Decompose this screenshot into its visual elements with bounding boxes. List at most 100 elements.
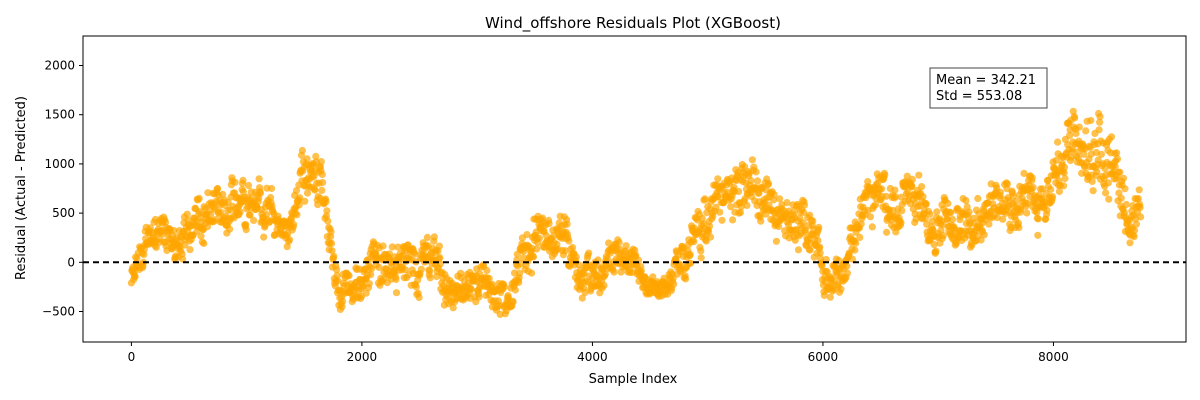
stats-annotation-box: Mean = 342.21 Std = 553.08: [929, 67, 1048, 109]
scatter-point: [1136, 204, 1144, 212]
scatter-point: [255, 175, 263, 183]
scatter-point: [852, 239, 860, 247]
scatter-point: [1121, 185, 1129, 193]
scatter-point: [219, 190, 227, 198]
scatter-point: [1012, 197, 1020, 205]
scatter-point: [1135, 186, 1143, 194]
axes-frame: [82, 35, 1187, 343]
scatter-point: [386, 250, 394, 258]
scatter-point: [794, 246, 803, 254]
scatter-point: [947, 209, 955, 217]
x-tick-label: 2000: [347, 350, 378, 364]
scatter-point: [791, 236, 799, 244]
scatter-point: [939, 232, 947, 240]
scatter-point: [330, 252, 338, 260]
scatter-point: [467, 285, 475, 293]
scatter-point: [345, 272, 353, 280]
scatter-point: [1107, 133, 1116, 141]
scatter-point: [770, 196, 778, 204]
scatter-point: [866, 213, 875, 221]
scatter-point: [926, 210, 934, 218]
scatter-point: [314, 201, 322, 209]
scatter-point: [186, 246, 194, 254]
scatter-point: [764, 179, 773, 187]
scatter-point: [426, 274, 434, 282]
scatter-point: [705, 228, 713, 236]
scatter-point: [1060, 182, 1068, 190]
scatter-point: [510, 269, 519, 277]
scatter-point: [195, 194, 203, 202]
scatter-point: [799, 219, 807, 227]
scatter-point: [523, 231, 531, 239]
scatter-point: [770, 191, 778, 199]
scatter-point: [1015, 224, 1023, 232]
scatter-point: [1095, 126, 1103, 134]
scatter-point: [1119, 174, 1128, 182]
scatter-point: [516, 269, 524, 277]
scatter-point: [181, 241, 189, 249]
scatter-point: [1134, 195, 1142, 203]
scatter-point: [939, 221, 947, 229]
scatter-point: [929, 226, 937, 234]
scatter-point: [217, 208, 225, 216]
scatter-point: [1034, 215, 1042, 223]
scatter-point: [290, 220, 298, 229]
scatter-point: [897, 219, 905, 227]
scatter-point: [714, 192, 722, 201]
scatter-point: [319, 178, 327, 187]
scatter-point: [1047, 185, 1055, 193]
scatter-point: [682, 275, 690, 283]
scatter-point: [292, 187, 301, 195]
scatter-point: [877, 185, 886, 193]
scatter-point: [856, 233, 864, 241]
scatter-point: [716, 208, 724, 216]
scatter-point: [183, 210, 191, 218]
scatter-point: [200, 239, 208, 248]
scatter-point: [848, 255, 857, 263]
scatter-point: [203, 223, 212, 231]
scatter-point: [375, 263, 383, 271]
scatter-point: [735, 187, 743, 196]
stats-box-frame: [929, 67, 1048, 109]
scatter-point: [776, 195, 784, 203]
scatter-point: [757, 217, 765, 225]
scatter-point: [1023, 209, 1031, 217]
scatter-point: [816, 249, 824, 257]
scatter-point: [260, 233, 268, 241]
scatter-point: [881, 171, 889, 179]
scatter-point: [1096, 113, 1104, 121]
scatter-point: [475, 293, 483, 301]
scatter-point: [714, 175, 722, 183]
scatter-point: [1137, 213, 1145, 221]
scatter-point: [170, 226, 178, 235]
scatter-point: [1097, 150, 1105, 158]
scatter-point: [392, 289, 401, 297]
scatter-point: [311, 186, 319, 194]
scatter-point: [301, 197, 309, 205]
scatter-point: [545, 219, 553, 228]
scatter-point: [561, 247, 569, 255]
scatter-point: [814, 237, 822, 245]
scatter-point: [1034, 231, 1042, 239]
scatter-point: [565, 237, 573, 245]
scatter-point: [242, 226, 250, 234]
scatter-point: [1122, 200, 1130, 209]
y-axis-ticks: −500 0 500 1000 1500 2000: [42, 59, 83, 318]
scatter-point: [1028, 174, 1036, 182]
scatter-point: [783, 199, 791, 207]
plot-area: [83, 107, 1186, 318]
y-tick-label: 1500: [44, 108, 75, 122]
scatter-point: [581, 288, 589, 297]
scatter-point: [999, 215, 1007, 223]
scatter-point: [1071, 114, 1079, 122]
scatter-point: [908, 175, 917, 183]
scatter-point: [500, 283, 508, 291]
scatter-point: [743, 201, 751, 209]
scatter-point: [891, 193, 899, 201]
scatter-point: [312, 152, 320, 160]
y-tick-label: −500: [42, 304, 75, 318]
scatter-point: [800, 208, 808, 216]
scatter-point: [293, 211, 301, 219]
scatter-point: [246, 211, 254, 219]
scatter-point: [622, 242, 630, 250]
